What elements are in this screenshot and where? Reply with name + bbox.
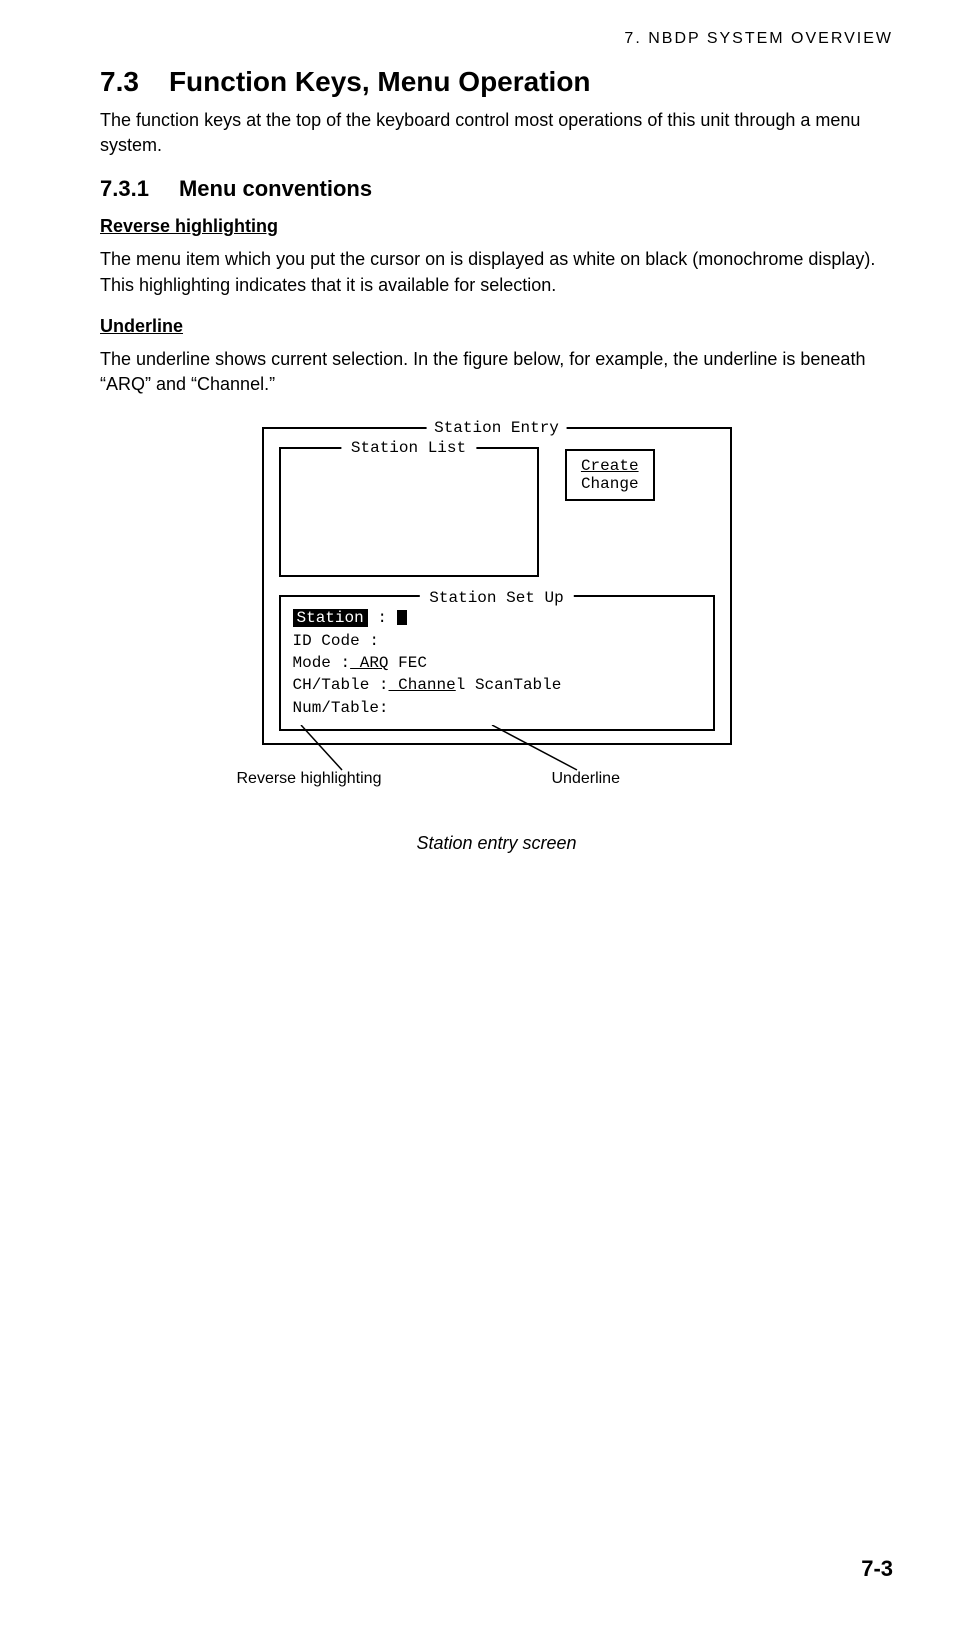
reverse-highlighting-heading: Reverse highlighting	[100, 216, 893, 237]
section-number: 7.3	[100, 66, 139, 98]
setup-row-chtable: CH/Table : Channel ScanTable	[293, 674, 701, 696]
channel-underlined: Channe	[389, 676, 456, 694]
mode-arq-underlined: ARQ	[350, 654, 388, 672]
subsection-title: Menu conventions	[179, 176, 372, 202]
setup-row-idcode: ID Code :	[293, 630, 701, 652]
underline-text: The underline shows current selection. I…	[100, 347, 893, 397]
station-setup-label: Station Set Up	[419, 587, 573, 609]
reverse-highlighting-text: The menu item which you put the cursor o…	[100, 247, 893, 297]
section-heading: 7.3 Function Keys, Menu Operation	[100, 66, 893, 98]
annotation-reverse-highlighting: Reverse highlighting	[237, 770, 382, 788]
subsection-number: 7.3.1	[100, 176, 149, 202]
setup-row-station: Station :	[293, 607, 701, 629]
diagram-outer-label: Station Entry	[426, 419, 567, 437]
setup-row-numtable: Num/Table:	[293, 697, 701, 719]
diagram-outer-frame: Station Entry Station List Create Change…	[262, 427, 732, 745]
page-number: 7-3	[861, 1556, 893, 1582]
section-title: Function Keys, Menu Operation	[169, 66, 591, 98]
intro-paragraph: The function keys at the top of the keyb…	[100, 108, 893, 158]
setup-row-mode: Mode : ARQ FEC	[293, 652, 701, 674]
change-option: Change	[581, 475, 639, 493]
chapter-header: 7. NBDP SYSTEM OVERVIEW	[100, 30, 893, 48]
station-highlighted-label: Station	[293, 609, 368, 627]
annotation-underline: Underline	[551, 770, 619, 788]
station-setup-box: Station Set Up Station : ID Code : Mode …	[279, 595, 715, 731]
station-list-box: Station List	[279, 447, 539, 577]
annotation-row: Reverse highlighting Underline	[262, 770, 732, 788]
cursor-block	[397, 610, 407, 625]
diagram-caption: Station entry screen	[262, 833, 732, 854]
create-option: Create	[581, 457, 639, 475]
station-list-label: Station List	[341, 439, 476, 457]
subsection-heading: 7.3.1 Menu conventions	[100, 176, 893, 202]
underline-heading: Underline	[100, 316, 893, 337]
station-entry-diagram: Station Entry Station List Create Change…	[262, 427, 732, 854]
create-change-box: Create Change	[565, 449, 655, 501]
